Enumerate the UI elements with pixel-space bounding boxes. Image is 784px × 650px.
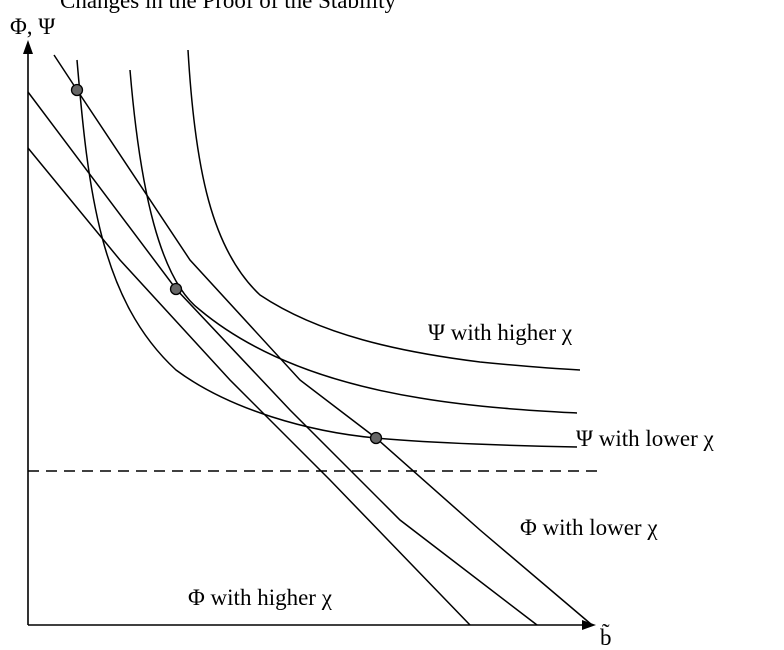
y-axis-arrow xyxy=(23,40,33,54)
label-phi-higher: Φ with higher χ xyxy=(188,585,333,610)
intersection-point-2 xyxy=(169,282,183,296)
label-psi-higher: Ψ with higher χ xyxy=(428,320,573,345)
label-phi-lower: Φ with lower χ xyxy=(520,515,658,540)
label-psi-lower: Ψ with lower χ xyxy=(576,426,714,451)
psi-curve-lower xyxy=(76,59,578,448)
intersection-point-1 xyxy=(70,83,84,97)
phi-curve-2 xyxy=(27,91,538,626)
x-axis-label: b̃ xyxy=(600,623,612,650)
x-axis-arrow xyxy=(582,620,596,630)
psi-curve-higher xyxy=(187,49,581,371)
psi-curve-middle xyxy=(129,69,578,414)
y-axis-label: Φ, Ψ xyxy=(10,14,55,39)
phi-curve-1 xyxy=(27,147,471,626)
intersection-point-3 xyxy=(369,431,383,445)
axes xyxy=(23,40,596,630)
header-fragment: Changes in the Proof of the Stability xyxy=(60,0,397,13)
